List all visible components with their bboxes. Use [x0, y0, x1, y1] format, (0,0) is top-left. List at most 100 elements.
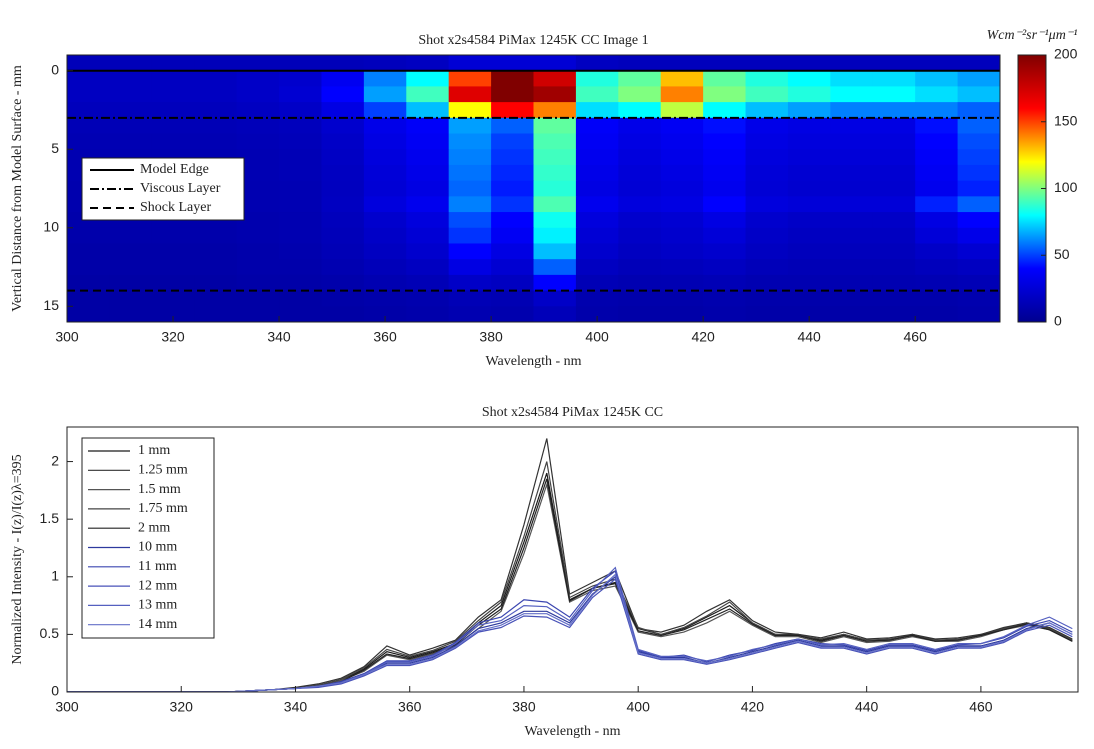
heatmap-cell [491, 164, 534, 182]
heatmap-cell [872, 227, 916, 244]
series-line [67, 438, 1073, 692]
heatmap-cell [491, 133, 534, 150]
heatmap-cell [279, 274, 322, 292]
heatmap-cell [533, 164, 577, 182]
heatmap-cell [406, 86, 450, 103]
heatmap-cell [660, 290, 704, 307]
heatmap-cell [194, 102, 238, 119]
heatmap-cell [151, 243, 195, 260]
series-line [67, 478, 1073, 692]
heatmap-cell [957, 212, 1001, 229]
heatmap-cell [575, 180, 619, 197]
heatmap-cell [787, 117, 831, 135]
colorbar-tick-label: 150 [1054, 112, 1078, 128]
heatmap-cell [915, 259, 959, 276]
heatmap-cell [660, 212, 704, 229]
heatmap-cell [618, 196, 662, 213]
heatmap-cell [448, 259, 492, 276]
heatmap-cell [575, 196, 619, 213]
heatmap-cell [915, 274, 959, 292]
heatmap-cell [533, 290, 577, 307]
heatmap-cell [660, 117, 704, 135]
y-tick-label: 2 [51, 452, 59, 468]
heatmap-cell [703, 243, 747, 260]
legend-label: Viscous Layer [140, 181, 221, 196]
heatmap-cell [194, 243, 238, 260]
heatmap-cell [491, 227, 534, 244]
legend-label: Shock Layer [140, 200, 211, 215]
heatmap-cell [151, 290, 195, 307]
heatmap-cell [321, 306, 365, 323]
heatmap-cell [533, 196, 577, 213]
heatmap-cell [575, 149, 619, 166]
heatmap-cell [363, 196, 407, 213]
heatmap-cell [957, 180, 1001, 197]
series-line [67, 482, 1073, 692]
heatmap-cell [151, 117, 195, 135]
heatmap-cell [236, 306, 280, 323]
x-axis-label: Wavelength - nm [485, 354, 581, 369]
heatmap-cell [745, 290, 789, 307]
heatmap-cell [660, 55, 704, 72]
heatmap-cell [533, 133, 577, 150]
heatmap-cell [872, 164, 916, 182]
legend-label: 10 mm [138, 540, 177, 555]
heatmap-cell [406, 117, 450, 135]
heatmap-cell [787, 259, 831, 276]
heatmap-cell [660, 180, 704, 197]
heatmap-cell [491, 149, 534, 166]
heatmap-cell [363, 212, 407, 229]
colorbar-label: Wcm⁻²sr⁻¹μm⁻¹ [987, 28, 1078, 43]
heatmap-cell [787, 133, 831, 150]
heatmap-cell [703, 55, 747, 72]
heatmap-cell [194, 274, 238, 292]
heatmap-cell [406, 212, 450, 229]
heatmap-cell [703, 290, 747, 307]
heatmap-cell [957, 149, 1001, 166]
heatmap-cell [109, 86, 153, 103]
heatmap-cell [279, 149, 322, 166]
heatmap-cell [575, 102, 619, 119]
heatmap-cell [575, 86, 619, 103]
heatmap-cell [575, 306, 619, 323]
heatmap-cell [67, 243, 110, 260]
x-tick-label: 360 [398, 699, 422, 715]
heatmap-cell [830, 70, 874, 87]
heatmap-cell [448, 117, 492, 135]
heatmap-cell [321, 55, 365, 72]
heatmap-cell [448, 86, 492, 103]
colorbar-tick-label: 0 [1054, 313, 1062, 329]
heatmap-cell [745, 227, 789, 244]
heatmap-cell [957, 117, 1001, 135]
heatmap-cell [830, 102, 874, 119]
x-tick-label: 420 [691, 329, 715, 345]
heatmap-cell [915, 70, 959, 87]
heatmap-cell [533, 149, 577, 166]
heatmap-cell [279, 212, 322, 229]
heatmap-cell [618, 243, 662, 260]
y-tick-label: 15 [43, 297, 59, 313]
heatmap-cell [745, 306, 789, 323]
legend-label: 14 mm [138, 617, 177, 632]
heatmap-cell [279, 243, 322, 260]
heatmap-cell [406, 243, 450, 260]
heatmap-cell [957, 133, 1001, 150]
plot-frame [66, 426, 1079, 693]
heatmap-cell [279, 86, 322, 103]
heatmap-cell [491, 70, 534, 87]
heatmap-cell [151, 133, 195, 150]
heatmap-cell [618, 149, 662, 166]
heatmap-cell [703, 196, 747, 213]
heatmap-cell [830, 133, 874, 150]
heatmap-cell [830, 274, 874, 292]
heatmap-cell [745, 102, 789, 119]
heatmap-cell [363, 117, 407, 135]
heatmap-cell [151, 86, 195, 103]
heatmap-cell [957, 86, 1001, 103]
heatmap-cell [872, 180, 916, 197]
heatmap-cell [236, 180, 280, 197]
heatmap-cell [151, 274, 195, 292]
heatmap-cell [787, 212, 831, 229]
heatmap-cell [448, 102, 492, 119]
heatmap-cell [575, 133, 619, 150]
